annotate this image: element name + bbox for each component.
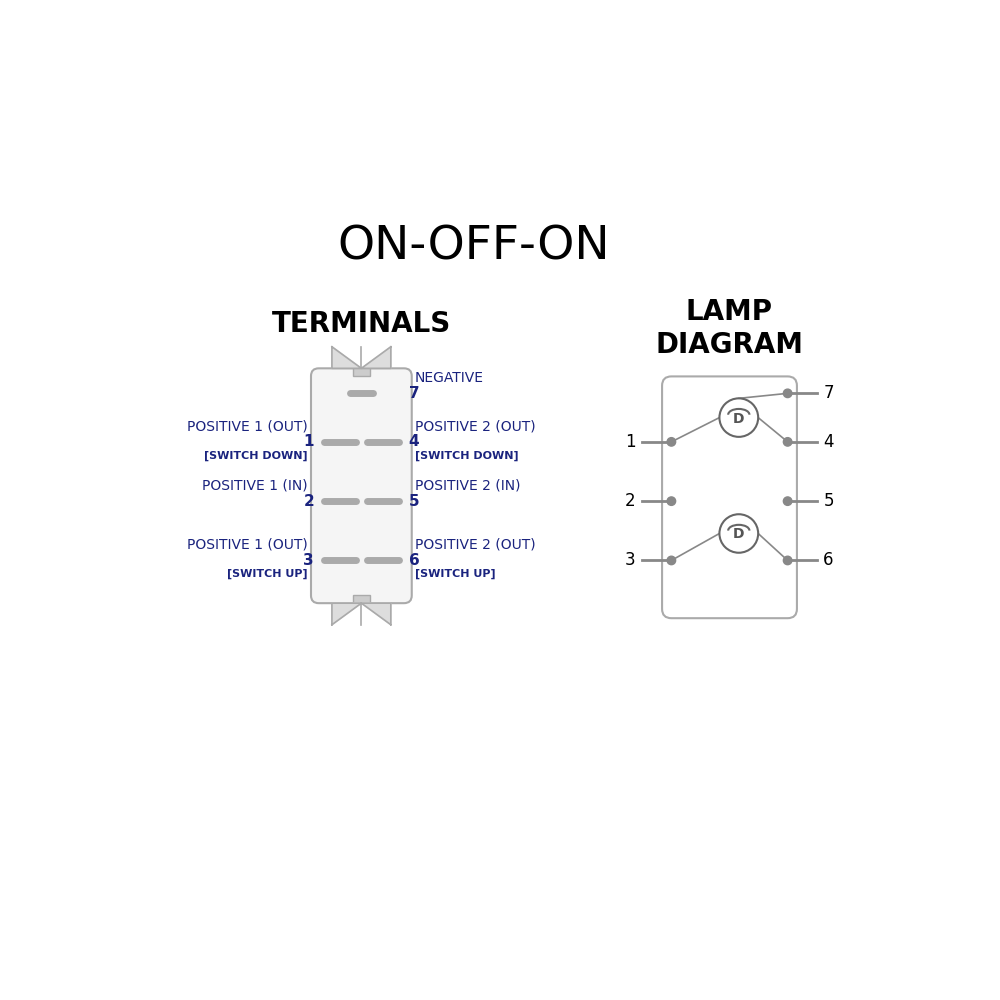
Text: [SWITCH UP]: [SWITCH UP] [415, 569, 495, 579]
Text: 4: 4 [409, 434, 419, 449]
Bar [353, 595, 370, 603]
Circle shape [719, 398, 758, 437]
Text: [SWITCH DOWN]: [SWITCH DOWN] [204, 450, 308, 461]
Text: 6: 6 [409, 553, 419, 568]
Text: D: D [733, 412, 745, 426]
Text: [SWITCH DOWN]: [SWITCH DOWN] [415, 450, 518, 461]
Text: 2: 2 [303, 494, 314, 509]
Text: 1: 1 [304, 434, 314, 449]
Circle shape [783, 556, 792, 565]
Text: 7: 7 [409, 386, 419, 401]
Text: LAMP: LAMP [686, 298, 773, 326]
Text: ON-OFF-ON: ON-OFF-ON [337, 225, 610, 270]
Polygon shape [361, 603, 391, 625]
FancyBboxPatch shape [311, 368, 412, 603]
Text: 1: 1 [625, 433, 636, 451]
Text: 6: 6 [823, 551, 834, 569]
FancyBboxPatch shape [662, 376, 797, 618]
Text: D: D [733, 527, 745, 541]
Text: POSITIVE 2 (OUT): POSITIVE 2 (OUT) [415, 419, 535, 433]
Text: POSITIVE 1 (IN): POSITIVE 1 (IN) [202, 479, 308, 493]
Text: [SWITCH UP]: [SWITCH UP] [227, 569, 308, 579]
Text: 5: 5 [409, 494, 419, 509]
Polygon shape [361, 347, 391, 368]
Text: 3: 3 [625, 551, 636, 569]
Polygon shape [332, 347, 361, 368]
Polygon shape [332, 603, 361, 625]
Text: DIAGRAM: DIAGRAM [656, 331, 804, 359]
Text: POSITIVE 1 (OUT): POSITIVE 1 (OUT) [187, 419, 308, 433]
Text: 4: 4 [823, 433, 834, 451]
Circle shape [783, 438, 792, 446]
Text: TERMINALS: TERMINALS [272, 310, 451, 338]
Circle shape [719, 514, 758, 553]
Bar [353, 368, 370, 376]
Text: POSITIVE 2 (IN): POSITIVE 2 (IN) [415, 479, 520, 493]
Text: POSITIVE 2 (OUT): POSITIVE 2 (OUT) [415, 538, 535, 552]
Text: 2: 2 [625, 492, 636, 510]
Circle shape [667, 556, 676, 565]
Text: 7: 7 [823, 384, 834, 402]
Circle shape [783, 497, 792, 505]
Circle shape [783, 389, 792, 398]
Text: 5: 5 [823, 492, 834, 510]
Text: 3: 3 [303, 553, 314, 568]
Text: NEGATIVE: NEGATIVE [415, 371, 484, 385]
Circle shape [667, 438, 676, 446]
Text: POSITIVE 1 (OUT): POSITIVE 1 (OUT) [187, 538, 308, 552]
Circle shape [667, 497, 676, 505]
